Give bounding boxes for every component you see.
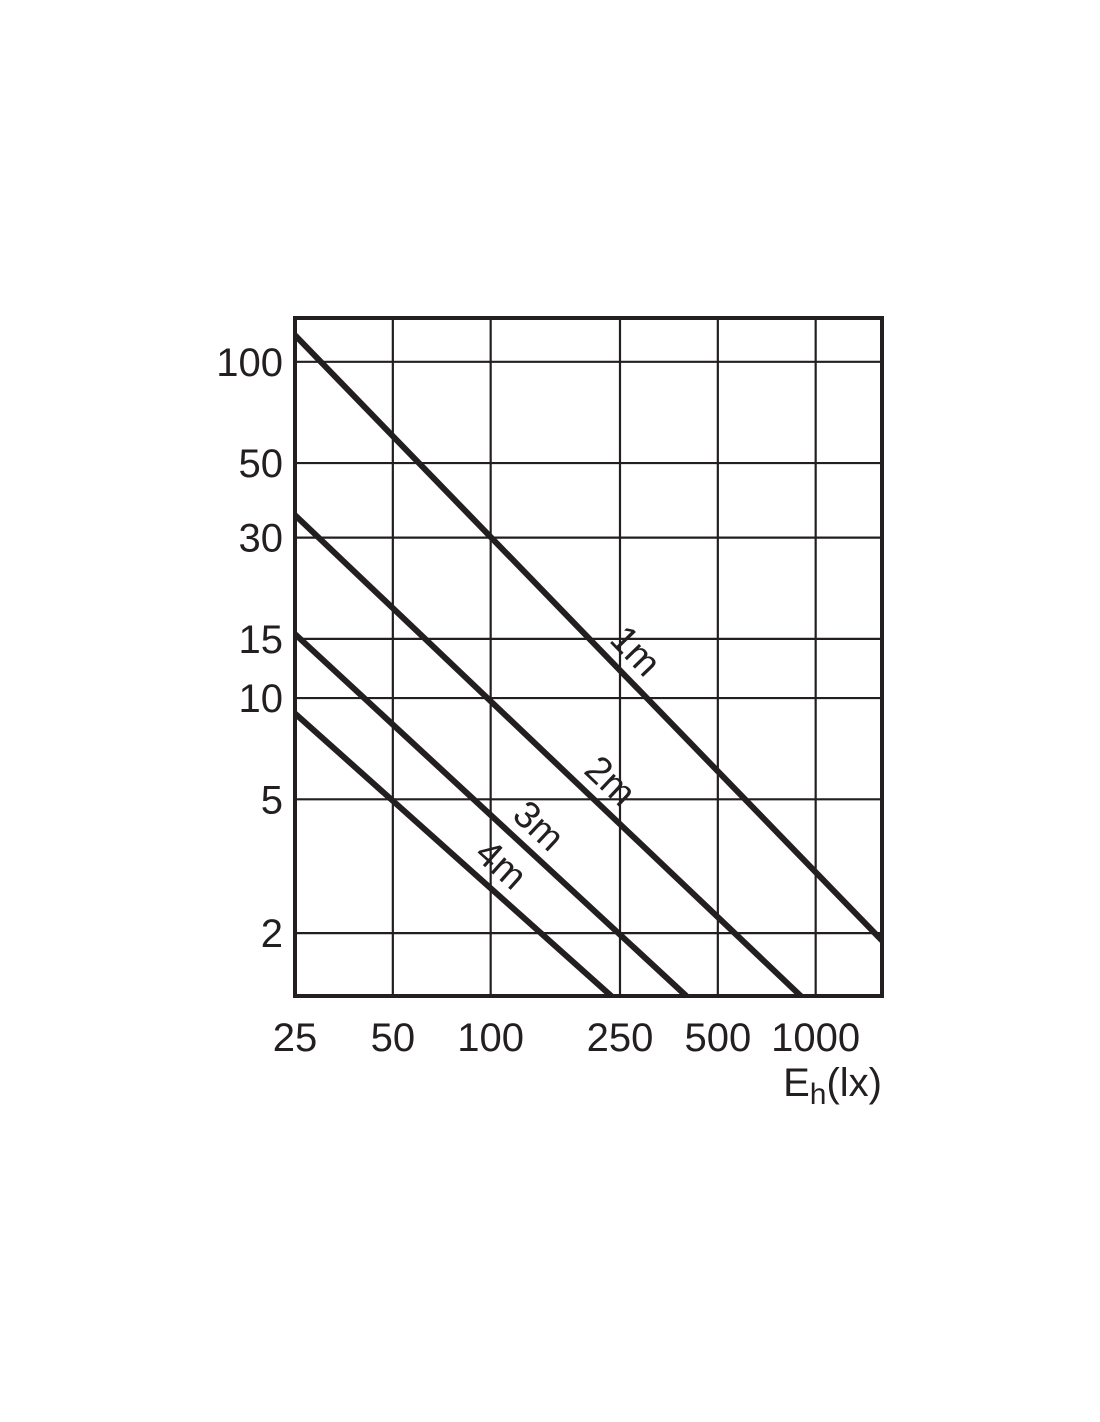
y-tick-label: 100: [216, 341, 283, 385]
x-tick-label: 100: [457, 1016, 524, 1060]
y-tick-label: 10: [239, 677, 284, 721]
x-tick-label: 500: [684, 1016, 751, 1060]
grid: [295, 318, 882, 996]
series-line-4m: [293, 711, 614, 999]
y-tick-label: 2: [261, 912, 283, 956]
series-line-1m: [292, 333, 885, 943]
y-tick-label: 30: [239, 517, 284, 561]
x-tick-label: 1000: [771, 1016, 860, 1060]
x-axis-label-main: E: [783, 1061, 810, 1105]
series-label-2m: 2m: [576, 748, 643, 815]
series-line-2m: [292, 512, 803, 999]
series-lines: [292, 333, 885, 999]
plot-frame: [293, 316, 884, 998]
x-tick-label: 25: [273, 1016, 318, 1060]
x-tick-label: 50: [371, 1016, 416, 1060]
x-axis-label: Eh(lx): [783, 1061, 882, 1111]
x-tick-labels: 25 50 100 250 500 1000: [273, 1016, 860, 1060]
series-label-1m: 1m: [602, 618, 669, 685]
y-tick-labels: 2 5 10 15 30 50 100: [216, 341, 283, 956]
x-axis-label-subscript: h: [810, 1078, 827, 1111]
series-line-3m: [292, 631, 689, 999]
x-axis-label-unit: (lx): [826, 1061, 882, 1105]
y-tick-label: 50: [239, 442, 284, 486]
x-tick-label: 250: [587, 1016, 654, 1060]
y-tick-label: 15: [239, 618, 284, 662]
y-tick-label: 5: [261, 778, 283, 822]
